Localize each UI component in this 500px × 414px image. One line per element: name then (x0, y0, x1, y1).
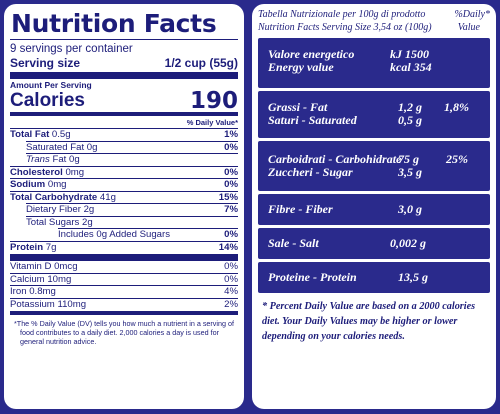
nutrient-row-dietary-fiber: Dietary Fiber 2g 7% (26, 203, 238, 215)
calories-row: Calories 190 (10, 88, 238, 114)
servings-per-container: 9 servings per container (10, 43, 133, 55)
eu-fat-value: 1,2 g (398, 100, 422, 114)
eu-header-title-it: Tabella Nutrizionale per 100g di prodott… (258, 9, 426, 20)
eu-fibre-label: Fibre - Fiber (268, 202, 333, 216)
divider-medium-footer (10, 311, 238, 315)
eu-daily-value-note: * Percent Daily Value are based on a 200… (262, 301, 476, 342)
nutrient-row-cholesterol: Cholesterol 0mg 0% (10, 165, 238, 178)
nutrient-row-saturated-fat: Saturated Fat 0g 0% (26, 140, 238, 153)
eu-carb-pct: 25% (446, 152, 468, 166)
daily-value-footnote: *The % Daily Value (DV) tells you how mu… (14, 319, 234, 346)
serving-size-label: Serving size (10, 56, 81, 70)
eu-header-row-2: Nutrition Facts Serving Size 3,54 oz (10… (258, 21, 490, 34)
nutrient-row-vitamin-d: Vitamin D 0mcg 0% (10, 261, 238, 272)
eu-carb-box: Carboidrati - Carbohidrate Zuccheri - Su… (258, 141, 490, 191)
eu-header-serving-size: Nutrition Facts Serving Size 3,54 oz (10… (258, 22, 432, 33)
eu-header-daily: %Daily* (454, 9, 490, 20)
eu-carb-label: Carboidrati - Carbohidrate (268, 152, 402, 166)
eu-energy-box: Valore energetico Energy value kJ 1500 k… (258, 38, 490, 88)
serving-size-value: 1/2 cup (55g) (164, 56, 238, 70)
eu-energy-kj: kJ 1500 (390, 47, 429, 61)
eu-sugar-label: Zuccheri - Sugar (268, 165, 353, 179)
calories-value: 190 (189, 88, 238, 114)
nutrient-row-trans-fat: Trans Fat 0g (26, 153, 238, 166)
eu-salt-value: 0,002 g (390, 236, 426, 250)
label-title: Nutrition Facts (11, 9, 217, 38)
eu-fat-pct: 1,8% (444, 100, 469, 114)
eu-protein-box: Proteine - Protein 13,5 g (258, 262, 490, 293)
calories-label: Calories (10, 90, 85, 111)
divider-thick-vitamins (10, 254, 238, 261)
nutrient-row-iron: Iron 0.8mg 4% (10, 285, 238, 297)
eu-fibre-box: Fibre - Fiber 3,0 g (258, 194, 490, 225)
eu-nutrition-table: Tabella Nutrizionale per 100g di prodott… (252, 4, 496, 409)
nutrient-row-potassium: Potassium 110mg 2% (10, 297, 238, 310)
serving-size-row: Serving size 1/2 cup (55g) (10, 56, 238, 70)
eu-sugar-value: 3,5 g (398, 165, 422, 179)
eu-protein-value: 13,5 g (398, 270, 428, 284)
eu-salt-label: Sale - Salt (268, 236, 319, 250)
amount-per-serving: Amount Per Serving (10, 80, 92, 90)
nutrient-row-total-carbohydrate: Total Carbohydrate 41g 15% (10, 190, 238, 203)
divider-thick (10, 72, 238, 79)
nutrient-row-added-sugars: Includes 0g Added Sugars 0% (58, 228, 238, 240)
eu-saturated-value: 0,5 g (398, 113, 422, 127)
eu-fibre-value: 3,0 g (398, 202, 422, 216)
eu-energy-label-it: Valore energetico (268, 47, 355, 61)
eu-carb-value: 75 g (398, 152, 419, 166)
eu-protein-label: Proteine - Protein (268, 270, 357, 284)
us-nutrition-label: Nutrition Facts 9 servings per container… (4, 4, 244, 409)
eu-energy-kcal: kcal 354 (390, 60, 432, 74)
eu-salt-box: Sale - Salt 0,002 g (258, 228, 490, 259)
eu-fat-label: Grassi - Fat (268, 100, 328, 114)
nutrient-row-calcium: Calcium 10mg 0% (10, 272, 238, 285)
nutrient-row-total-fat: Total Fat 0.5g 1% (10, 128, 238, 140)
divider-medium (10, 112, 238, 116)
daily-value-header: % Daily Value* (186, 118, 238, 127)
eu-header-row-1: Tabella Nutrizionale per 100g di prodott… (258, 8, 490, 21)
eu-energy-label-en: Energy value (268, 60, 334, 74)
nutrient-row-total-sugars: Total Sugars 2g (26, 215, 238, 229)
eu-fat-box: Grassi - Fat Saturi - Saturated 1,2 g 0,… (258, 91, 490, 138)
eu-header-value: Value (457, 22, 480, 33)
eu-saturated-label: Saturi - Saturated (268, 113, 357, 127)
nutrient-row-sodium: Sodium 0mg 0% (10, 178, 238, 190)
nutrient-row-protein: Protein 7g 14% (10, 240, 238, 253)
